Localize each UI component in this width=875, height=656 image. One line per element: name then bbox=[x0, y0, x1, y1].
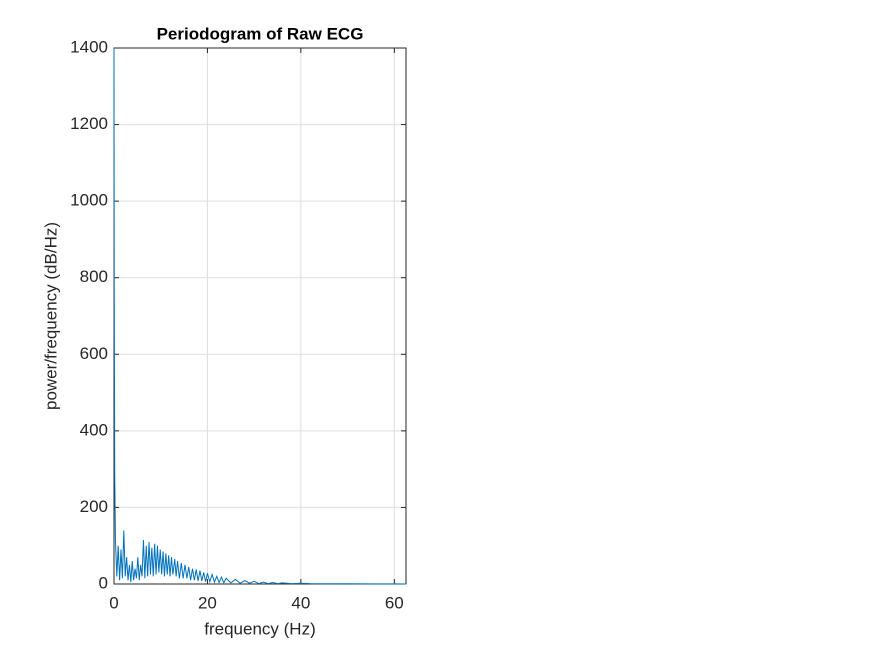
y-tick-label: 600 bbox=[80, 344, 108, 363]
x-axis-label: frequency (Hz) bbox=[204, 619, 315, 638]
data-line bbox=[113, 47, 407, 585]
x-tick-label: 40 bbox=[291, 593, 310, 612]
y-axis-label: power/frequency (dB/Hz) bbox=[41, 222, 60, 410]
x-tick-label: 60 bbox=[385, 593, 404, 612]
y-tick-label: 800 bbox=[80, 267, 108, 286]
chart-title: Periodogram of Raw ECG bbox=[157, 24, 364, 43]
x-tick-label: 20 bbox=[198, 593, 217, 612]
y-tick-label: 0 bbox=[99, 573, 108, 592]
y-tick-label: 200 bbox=[80, 497, 108, 516]
x-tick-label: 0 bbox=[109, 593, 118, 612]
y-tick-label: 400 bbox=[80, 420, 108, 439]
y-tick-label: 1200 bbox=[70, 114, 108, 133]
axes-box bbox=[113, 47, 407, 585]
y-tick-label: 1400 bbox=[70, 37, 108, 56]
y-tick-label: 1000 bbox=[70, 191, 108, 210]
